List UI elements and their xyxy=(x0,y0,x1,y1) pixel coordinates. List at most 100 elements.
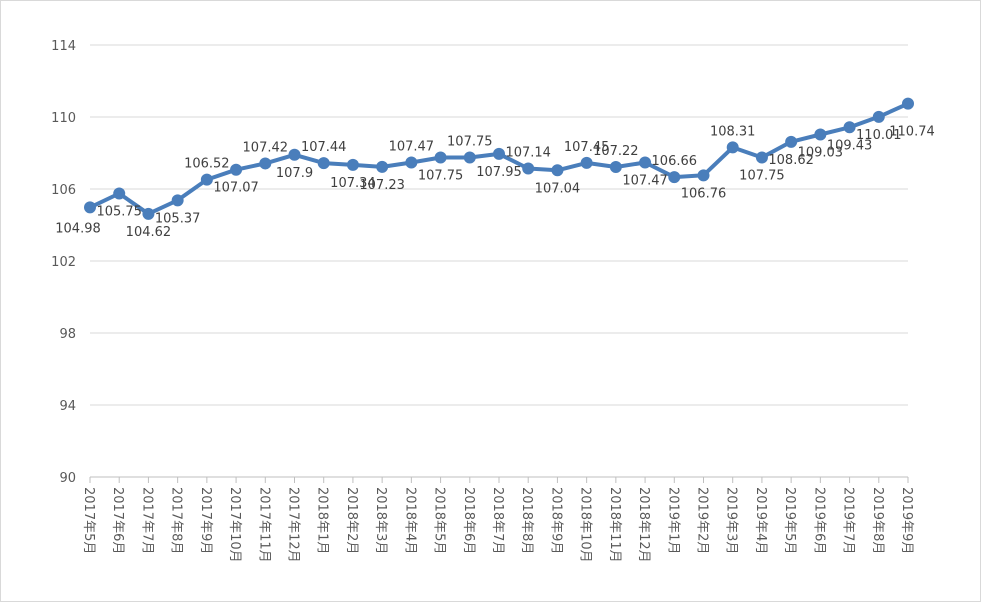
x-tick-label: 2018年8月 xyxy=(519,487,534,554)
x-tick-label: 2017年6月 xyxy=(110,487,125,554)
data-label: 107.34 xyxy=(330,176,376,191)
data-label: 110.01 xyxy=(856,128,902,143)
data-label: 108.31 xyxy=(710,124,756,139)
x-tick-label: 2017年9月 xyxy=(198,487,213,554)
y-tick-label: 114 xyxy=(51,39,76,54)
data-point xyxy=(668,171,681,184)
x-tick-label: 2019年5月 xyxy=(782,487,797,554)
data-label: 106.52 xyxy=(184,157,230,172)
data-label: 107.95 xyxy=(476,165,522,180)
x-tick-label: 2018年5月 xyxy=(432,487,447,554)
data-point xyxy=(814,128,827,141)
y-axis-ticks: 90 94 98 102 106 110 114 xyxy=(51,39,76,486)
data-label: 107.04 xyxy=(535,181,581,196)
data-point xyxy=(872,110,885,123)
data-point xyxy=(171,194,184,207)
x-tick-label: 2017年8月 xyxy=(169,487,184,554)
data-point xyxy=(697,169,710,182)
data-label: 108.62 xyxy=(768,153,814,168)
data-label: 107.44 xyxy=(301,140,347,155)
data-point xyxy=(639,156,652,169)
y-tick-label: 90 xyxy=(59,471,76,486)
x-tick-label: 2019年1月 xyxy=(665,487,680,554)
data-point xyxy=(755,151,768,164)
data-label: 105.37 xyxy=(155,211,201,226)
data-point xyxy=(551,164,564,177)
data-label: 107.45 xyxy=(564,140,610,155)
x-tick-label: 2019年6月 xyxy=(811,487,826,554)
x-tick-label: 2019年2月 xyxy=(695,487,710,554)
data-point xyxy=(317,157,330,170)
data-label: 107.22 xyxy=(593,144,639,159)
x-tick-label: 2018年11月 xyxy=(607,487,622,563)
x-tick-label: 2018年3月 xyxy=(373,487,388,554)
data-label: 107.47 xyxy=(389,140,435,155)
data-label: 104.62 xyxy=(126,225,172,240)
data-point xyxy=(84,201,96,214)
x-tick-label: 2017年10月 xyxy=(227,487,242,563)
data-label: 107.23 xyxy=(359,178,405,193)
data-label: 107.9 xyxy=(276,166,313,181)
y-tick-label: 102 xyxy=(51,255,76,270)
x-tick-label: 2018年10月 xyxy=(578,487,593,563)
data-point xyxy=(434,151,447,164)
x-tick-label: 2018年4月 xyxy=(402,487,417,554)
data-label: 107.75 xyxy=(447,135,493,150)
x-tick-label: 2017年5月 xyxy=(81,487,96,554)
data-label: 104.98 xyxy=(55,221,101,236)
x-tick-label: 2018年2月 xyxy=(344,487,359,554)
x-tick-label: 2018年9月 xyxy=(548,487,563,554)
x-tick-label: 2019年4月 xyxy=(753,487,768,554)
data-label: 109.03 xyxy=(798,145,844,160)
y-tick-label: 98 xyxy=(59,327,76,342)
data-label: 107.75 xyxy=(418,169,464,184)
data-point xyxy=(580,156,593,169)
data-point xyxy=(142,207,155,220)
data-point xyxy=(785,135,798,148)
y-tick-label: 106 xyxy=(51,183,76,198)
gridlines xyxy=(90,44,908,406)
x-tick-label: 2017年7月 xyxy=(139,487,154,554)
data-point xyxy=(230,163,243,176)
data-point xyxy=(522,162,535,175)
x-tick-label: 2019年9月 xyxy=(899,487,914,554)
data-label: 106.76 xyxy=(681,186,727,201)
data-point xyxy=(288,148,301,161)
data-point xyxy=(493,147,505,160)
x-tick-label: 2018年6月 xyxy=(461,487,476,554)
x-tick-label: 2019年7月 xyxy=(841,487,856,554)
x-tick-label: 2018年1月 xyxy=(315,487,330,554)
x-tick-label: 2019年3月 xyxy=(724,487,739,554)
series-line-group xyxy=(84,97,914,220)
data-label: 110.74 xyxy=(889,125,935,140)
data-point xyxy=(902,97,914,110)
data-label: 105.75 xyxy=(96,205,142,220)
data-point xyxy=(113,187,126,200)
data-point xyxy=(200,173,213,186)
y-tick-label: 94 xyxy=(59,399,76,414)
data-label: 107.75 xyxy=(739,169,785,184)
data-point xyxy=(405,156,418,169)
x-tick-label: 2018年12月 xyxy=(636,487,651,563)
data-label: 107.14 xyxy=(505,145,551,160)
data-point xyxy=(726,141,739,154)
x-axis: 2017年5月 2017年6月 2017年7月 2017年8月 2017年9月 2017年… xyxy=(81,476,914,563)
x-tick-label: 2017年12月 xyxy=(286,487,301,563)
x-tick-label: 2018年7月 xyxy=(490,487,505,554)
data-point xyxy=(346,158,359,171)
y-tick-label: 110 xyxy=(51,111,76,126)
data-label: 107.07 xyxy=(213,181,259,196)
data-point xyxy=(376,160,389,173)
data-point xyxy=(609,161,622,174)
data-point xyxy=(463,151,476,164)
data-label: 107.47 xyxy=(622,174,668,189)
data-point xyxy=(259,157,272,170)
data-label: 109.43 xyxy=(827,138,873,153)
data-label: 106.66 xyxy=(652,154,698,169)
data-label: 107.42 xyxy=(243,140,289,155)
x-tick-label: 2019年8月 xyxy=(870,487,885,554)
data-point xyxy=(843,121,856,134)
